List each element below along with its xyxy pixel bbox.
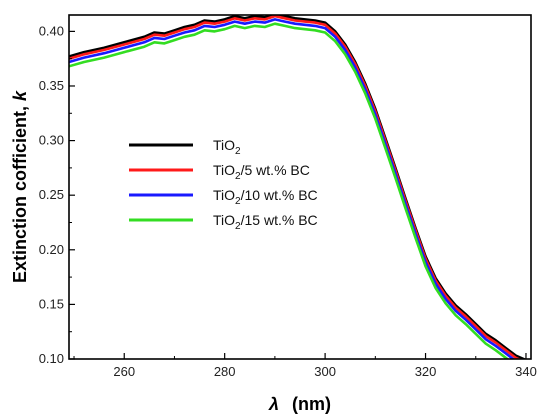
- y-axis-symbol: k: [10, 90, 30, 101]
- y-tick-label: 0.10: [39, 351, 64, 366]
- legend: TiO2 TiO2/5 wt.% BC TiO2/10 wt.% BC TiO2/15…: [129, 137, 318, 232]
- legend-label-2: TiO2/10 wt.% BC: [213, 187, 318, 207]
- y-tick-label: 0.20: [39, 242, 64, 257]
- legend-label-0: TiO2: [213, 137, 241, 157]
- x-tick-label: 340: [515, 364, 537, 379]
- axis-ticks: 260 280 300 320 340 0.10 0.15 0.20 0.25 0.30 0.35 0…: [39, 23, 537, 379]
- y-tick-label: 0.25: [39, 187, 64, 202]
- series-line-1: [69, 15, 522, 359]
- x-tick-label: 300: [314, 364, 336, 379]
- plot-frame: [68, 14, 532, 360]
- y-tick-label: 0.40: [39, 23, 64, 38]
- series-line-0: [69, 15, 528, 359]
- x-tick-label: 320: [415, 364, 437, 379]
- x-tick-label: 280: [214, 364, 236, 379]
- legend-label-3: TiO2/15 wt.% BC: [213, 212, 318, 232]
- y-axis-title: Extinction cofficient, k: [10, 90, 30, 283]
- series-line-2: [69, 18, 516, 359]
- series-lines: [69, 15, 528, 359]
- y-tick-label: 0.35: [39, 78, 64, 93]
- x-axis-title: λ (nm): [268, 394, 331, 414]
- x-axis-symbol: λ: [268, 394, 279, 414]
- series-line-3: [69, 22, 510, 359]
- x-tick-label: 260: [113, 364, 135, 379]
- y-tick-label: 0.15: [39, 296, 64, 311]
- legend-label-1: TiO2/5 wt.% BC: [213, 162, 310, 182]
- y-axis-main: Extinction cofficient,: [10, 101, 30, 283]
- y-tick-label: 0.30: [39, 133, 64, 148]
- x-axis-unit: (nm): [292, 394, 331, 414]
